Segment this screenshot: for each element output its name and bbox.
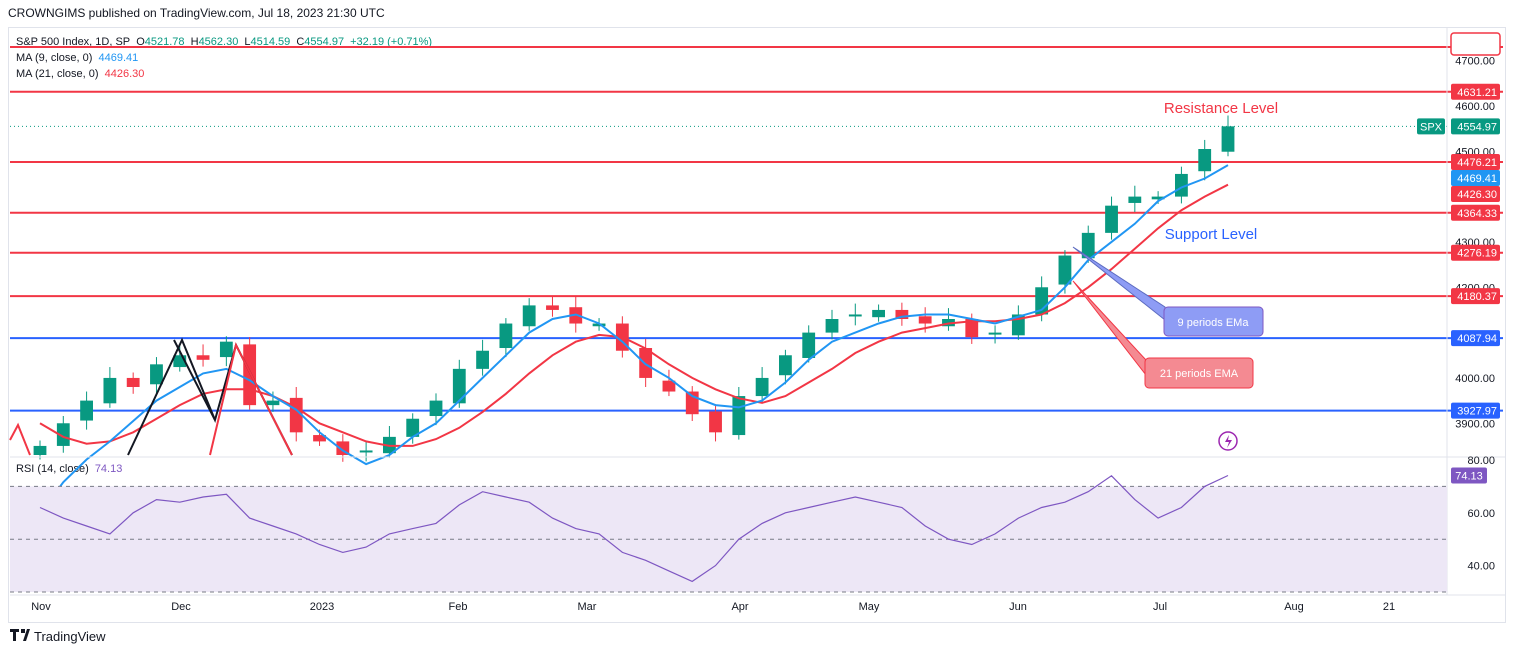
ma21-label: MA (21, close, 0): [16, 68, 99, 80]
high-label: H: [190, 36, 199, 48]
tradingview-logo-icon: [10, 629, 30, 644]
rsi-value: 74.13: [94, 463, 123, 475]
ma9-legend: MA (9, close, 0) 4469.41: [16, 51, 141, 66]
chart-frame: [8, 27, 1506, 623]
change-value: +32.19 (+0.71%): [350, 36, 433, 48]
open-label: O: [136, 36, 145, 48]
main-legend: S&P 500 Index, 1D, SP O4521.78 H4562.30 …: [16, 35, 435, 50]
publisher-caption: CROWNGIMS published on TradingView.com, …: [8, 6, 385, 20]
low-label: L: [244, 36, 251, 48]
ma9-value: 4469.41: [98, 52, 139, 64]
ma9-label: MA (9, close, 0): [16, 52, 93, 64]
low-value: 4514.59: [250, 36, 291, 48]
ma21-legend: MA (21, close, 0) 4426.30: [16, 67, 147, 82]
symbol-label: S&P 500 Index, 1D, SP: [16, 36, 131, 48]
rsi-legend: RSI (14, close) 74.13: [16, 462, 125, 477]
ma21-value: 4426.30: [104, 68, 145, 80]
tradingview-name: TradingView: [34, 629, 106, 644]
open-value: 4521.78: [144, 36, 185, 48]
rsi-label: RSI (14, close): [16, 463, 89, 475]
tradingview-branding: TradingView: [10, 629, 106, 644]
close-label: C: [296, 36, 305, 48]
high-value: 4562.30: [198, 36, 239, 48]
close-value: 4554.97: [304, 36, 345, 48]
